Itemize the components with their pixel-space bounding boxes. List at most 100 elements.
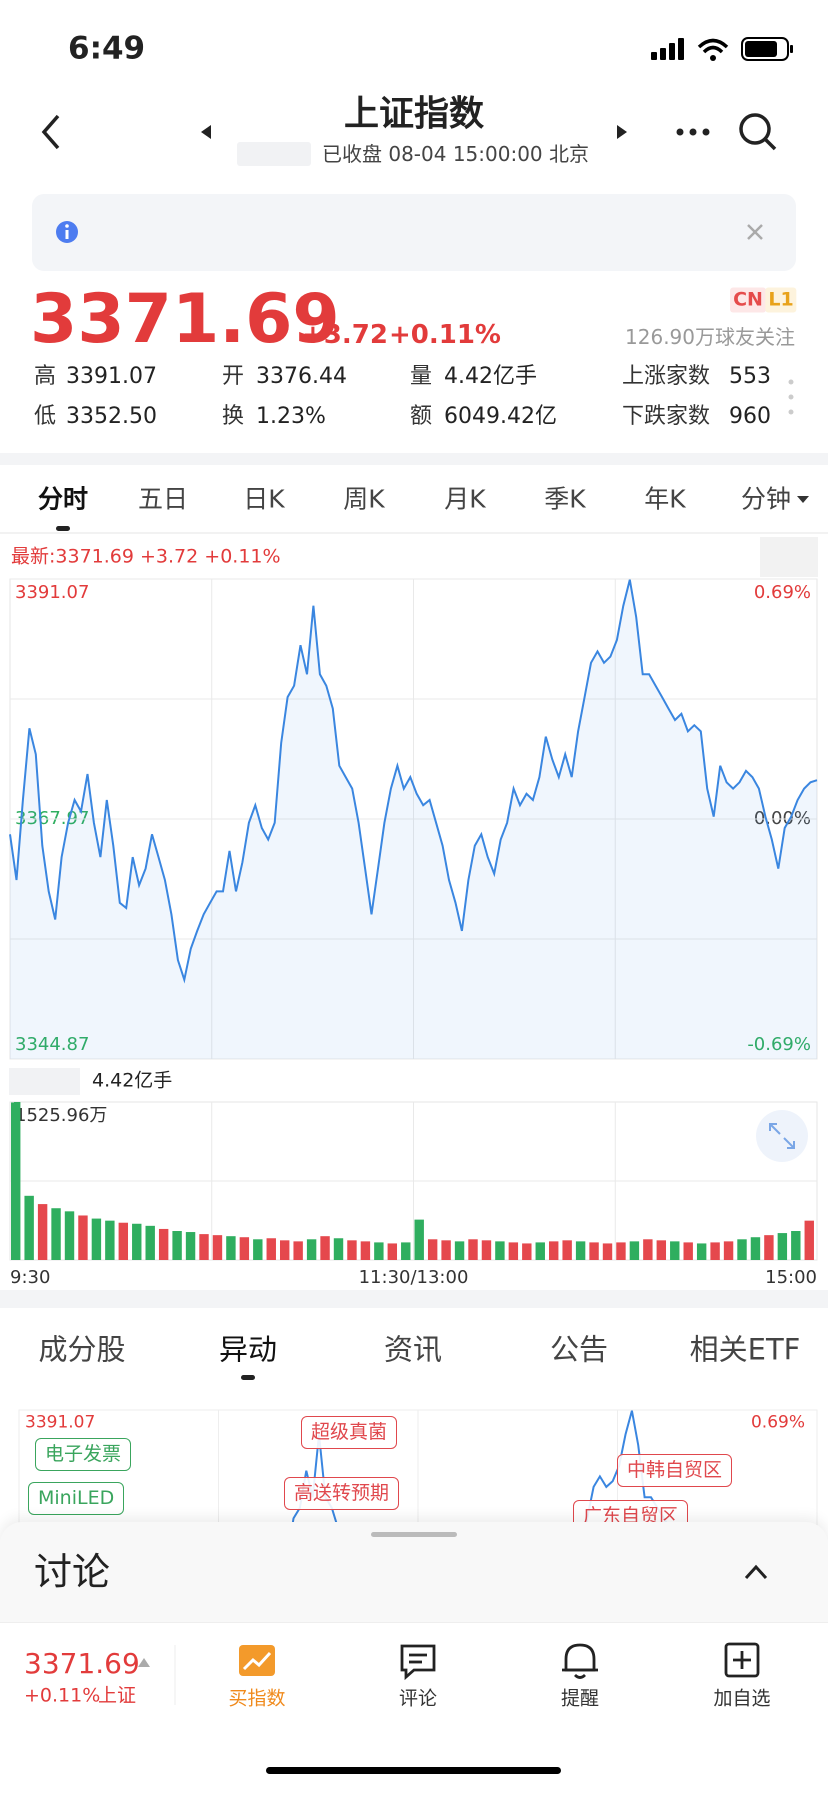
sheet-handle[interactable] bbox=[371, 1532, 457, 1537]
period-tab[interactable]: 月K bbox=[444, 484, 486, 514]
back-button[interactable] bbox=[41, 114, 60, 150]
info-icon bbox=[65, 224, 69, 228]
stat-label: 换 bbox=[222, 404, 245, 429]
y-tick-label: 3344.87 bbox=[15, 1034, 90, 1055]
volume-bar bbox=[710, 1242, 720, 1260]
alert-icon[interactable] bbox=[562, 1643, 598, 1679]
volume-bar bbox=[508, 1242, 519, 1260]
volume-bar bbox=[414, 1219, 424, 1260]
volume-label-bg bbox=[9, 1068, 80, 1095]
volume-bar bbox=[226, 1236, 236, 1260]
section-tab-indicator bbox=[241, 1375, 255, 1380]
period-tab-indicator bbox=[56, 526, 70, 531]
mini-top-pct: 0.69% bbox=[750, 1412, 805, 1433]
mover-tag[interactable]: 高送转预期 bbox=[284, 1477, 400, 1510]
volume-bar bbox=[441, 1240, 451, 1260]
expand-sheet[interactable] bbox=[744, 1564, 768, 1580]
volume-bar bbox=[562, 1240, 572, 1260]
section-tab[interactable]: 成分股 bbox=[38, 1332, 126, 1367]
y-tick-label: 1525.96万 bbox=[15, 1105, 108, 1126]
volume-bar bbox=[387, 1243, 398, 1260]
mini-top-label: 3391.07 bbox=[25, 1412, 96, 1433]
volume-bar bbox=[306, 1239, 317, 1260]
volume-bar bbox=[132, 1223, 142, 1260]
expand-icon bbox=[769, 1123, 795, 1149]
followers: 126.90万球友关注 bbox=[625, 325, 795, 349]
stat-label: 低 bbox=[34, 404, 57, 429]
search-button[interactable] bbox=[739, 113, 777, 151]
section-tab[interactable]: 资讯 bbox=[383, 1332, 443, 1367]
volume-bar bbox=[522, 1243, 532, 1260]
volume-bar bbox=[11, 1102, 21, 1260]
volume-bar bbox=[293, 1241, 303, 1260]
separator bbox=[0, 1290, 828, 1308]
volume-bar bbox=[118, 1222, 129, 1260]
volume-bar bbox=[629, 1241, 640, 1260]
period-tab[interactable]: 分时 bbox=[37, 484, 89, 514]
sheet-icons bbox=[371, 1532, 768, 1580]
volume-bar bbox=[495, 1241, 505, 1260]
notice-close[interactable] bbox=[747, 224, 763, 240]
buy-icon[interactable] bbox=[239, 1645, 275, 1676]
y-tick-label: 3391.07 bbox=[15, 582, 90, 603]
prev-index[interactable] bbox=[201, 125, 211, 139]
dropdown-arrow bbox=[797, 496, 809, 503]
mover-tag[interactable]: MiniLED bbox=[28, 1482, 125, 1515]
price: 3371.69 bbox=[30, 280, 340, 359]
volume-bar bbox=[804, 1220, 814, 1260]
section-tab[interactable]: 公告 bbox=[549, 1332, 609, 1367]
x-tick-label: 11:30/13:00 bbox=[358, 1267, 469, 1288]
volume-bar bbox=[723, 1241, 734, 1260]
overlay-button-bg[interactable] bbox=[760, 537, 818, 577]
footer-index: 上证 bbox=[98, 1684, 137, 1707]
volume-bar bbox=[427, 1239, 438, 1260]
section-tab[interactable]: 相关ETF bbox=[689, 1332, 801, 1367]
period-tab[interactable]: 日K bbox=[243, 484, 285, 514]
period-tab[interactable]: 季K bbox=[544, 484, 586, 514]
more-stats[interactable] bbox=[788, 379, 794, 415]
discussion-title: 讨论 bbox=[34, 1550, 111, 1594]
stat-value: 3376.44 bbox=[256, 364, 347, 389]
comment-icon[interactable] bbox=[400, 1644, 436, 1681]
stat-value: 3391.07 bbox=[66, 364, 157, 389]
volume-bar bbox=[750, 1237, 761, 1260]
volume-bar bbox=[37, 1204, 48, 1260]
x-tick-label: 15:00 bbox=[765, 1267, 817, 1288]
discussion-sheet[interactable]: 讨论 bbox=[0, 1522, 828, 1622]
stat-label: 额 bbox=[410, 404, 433, 429]
footer-action[interactable]: 提醒 bbox=[560, 1687, 600, 1710]
footer-action[interactable]: 买指数 bbox=[228, 1687, 286, 1710]
period-tab[interactable]: 年K bbox=[644, 484, 686, 514]
notice-banner[interactable] bbox=[32, 194, 796, 271]
mover-tag[interactable]: 中韩自贸区 bbox=[617, 1454, 733, 1487]
stat-label: 高 bbox=[34, 364, 57, 389]
mover-tag[interactable]: 电子发票 bbox=[35, 1438, 132, 1471]
stat-value: 4.42亿手 bbox=[444, 364, 537, 389]
more-button[interactable] bbox=[676, 128, 710, 136]
volume-bar bbox=[253, 1239, 263, 1260]
next-index[interactable] bbox=[617, 125, 627, 139]
period-tab[interactable]: 五日 bbox=[137, 484, 189, 514]
volume-bar bbox=[266, 1238, 276, 1260]
period-tab[interactable]: 分钟 bbox=[740, 484, 792, 514]
volume-bar bbox=[158, 1228, 169, 1260]
change-pct: +0.11% bbox=[389, 320, 501, 350]
footer-action[interactable]: 评论 bbox=[398, 1687, 438, 1710]
watchlist-icon[interactable] bbox=[724, 1642, 760, 1678]
volume-bar bbox=[683, 1242, 693, 1260]
stat-value: 3352.50 bbox=[66, 404, 157, 429]
volume-bar bbox=[791, 1231, 801, 1260]
x-tick-label: 9:30 bbox=[10, 1267, 51, 1288]
y2-tick-label: -0.69% bbox=[747, 1034, 811, 1055]
buy-icon bbox=[242, 1651, 272, 1671]
footer-change: +0.11% bbox=[24, 1684, 101, 1707]
section-tab[interactable]: 异动 bbox=[218, 1332, 278, 1367]
status-time: 6:49 bbox=[68, 30, 146, 67]
expand-button[interactable] bbox=[756, 1110, 808, 1162]
mover-tag[interactable]: 超级真菌 bbox=[301, 1416, 398, 1449]
stat-value: 553 bbox=[729, 364, 771, 389]
footer-action[interactable]: 加自选 bbox=[713, 1687, 771, 1710]
period-tab[interactable]: 周K bbox=[343, 484, 385, 514]
